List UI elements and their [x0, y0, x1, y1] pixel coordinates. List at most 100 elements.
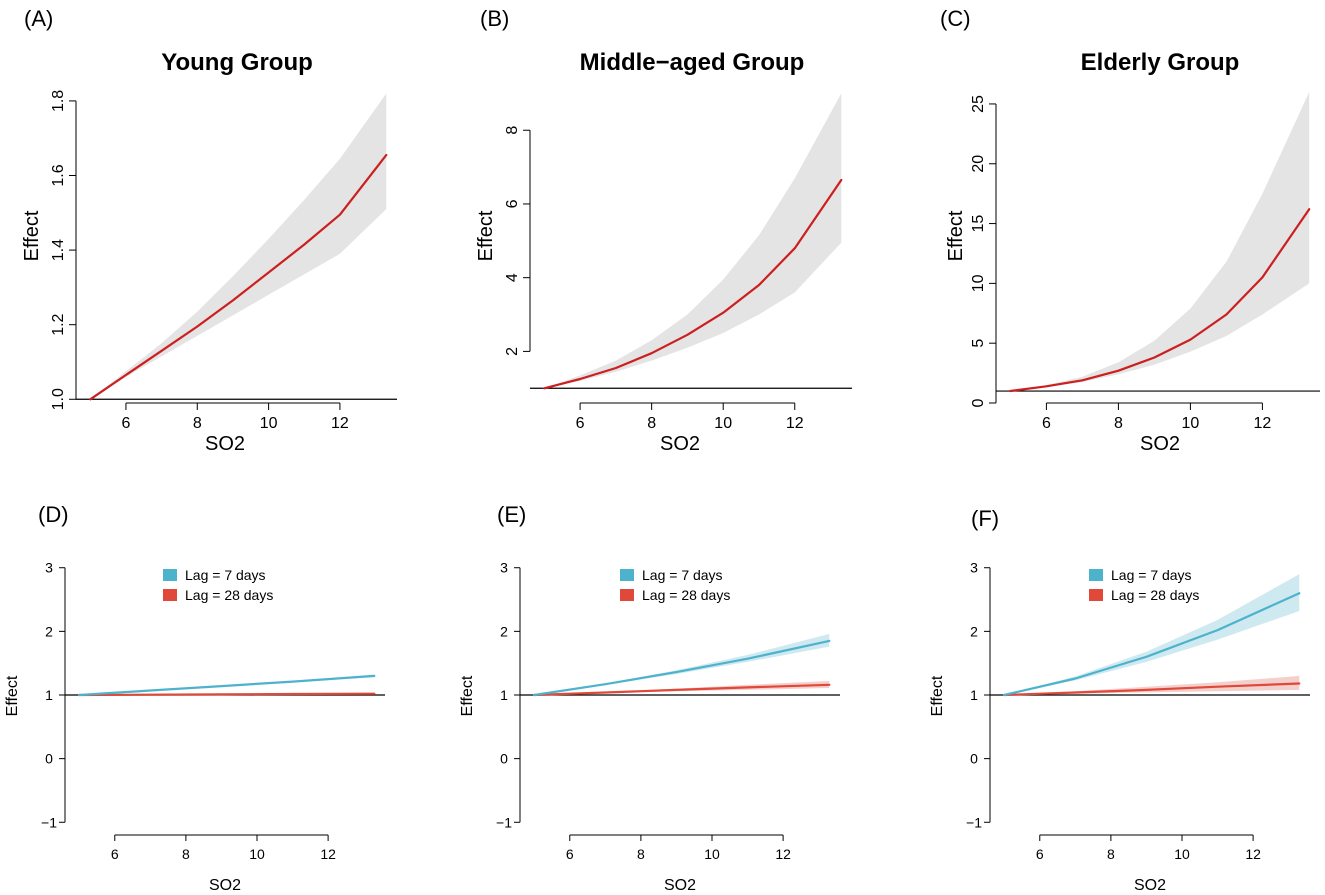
- y-tick-label: 1.0: [50, 388, 67, 410]
- y-tick-label: 1.6: [50, 164, 67, 186]
- x-tick-label: 8: [637, 846, 645, 862]
- x-tick-label: 12: [331, 415, 349, 432]
- y-tick-label: 5: [970, 339, 987, 348]
- confidence-band: [1010, 92, 1310, 391]
- y-axis-label: Effect: [945, 210, 967, 261]
- y-tick-label: 1.4: [50, 239, 67, 261]
- panel-label: (B): [480, 6, 509, 31]
- x-tick-label: 10: [704, 846, 720, 862]
- y-tick-label: 1.8: [50, 90, 67, 112]
- legend-label: Lag = 7 days: [642, 567, 723, 583]
- y-axis-label: Effect: [459, 675, 476, 716]
- x-axis-label: SO2: [209, 877, 241, 894]
- y-tick-label: 0: [45, 751, 53, 767]
- x-tick-label: 8: [1107, 846, 1115, 862]
- plot-area: 6 8 10 12 0 5 10 15 20 25: [970, 92, 1320, 432]
- plot-area: 6 8 10 12 2 4 6 8: [504, 93, 852, 432]
- x-tick-label: 10: [1174, 846, 1190, 862]
- legend-swatch: [620, 569, 634, 581]
- x-tick-label: 6: [111, 846, 119, 862]
- series-line: [533, 639, 831, 697]
- y-tick-label: 1: [45, 687, 53, 703]
- y-axis-label: Effect: [21, 210, 43, 261]
- y-tick-label: 2: [504, 347, 521, 356]
- y-tick-label: 2: [45, 623, 53, 639]
- plot-area: 6 8 10 12 1.0 1.2 1.4 1.6 1.8: [50, 90, 397, 432]
- series-line: [1003, 682, 1301, 697]
- series-line: [78, 674, 376, 697]
- x-tick-label: 12: [1254, 415, 1272, 432]
- x-tick-label: 6: [566, 846, 574, 862]
- panel-c: (C) Elderly Group SO2 Effect 6 8 10 12 0 5 10 1…: [940, 6, 1320, 455]
- x-tick-label: 6: [121, 415, 130, 432]
- x-tick-label: 8: [182, 846, 190, 862]
- panel-label: (D): [38, 502, 69, 527]
- panel-b: (B) Middle−aged Group SO2 Effect 6 8 10 12 2…: [475, 6, 852, 455]
- x-tick-label: 8: [193, 415, 202, 432]
- legend-label: Lag = 7 days: [1111, 567, 1192, 583]
- x-axis-label: SO2: [205, 433, 245, 455]
- legend-label: Lag = 7 days: [185, 567, 266, 583]
- y-tick-label: 6: [504, 199, 521, 208]
- series-line: [1003, 592, 1301, 697]
- legend-swatch: [163, 589, 177, 601]
- panel-label: (E): [497, 502, 526, 527]
- y-tick-label: 0: [500, 751, 508, 767]
- y-tick-label: 4: [504, 273, 521, 282]
- legend-label: Lag = 28 days: [642, 587, 730, 603]
- chart-title: Middle−aged Group: [580, 49, 805, 76]
- legend-swatch: [620, 589, 634, 601]
- confidence-band: [544, 93, 842, 389]
- x-tick-label: 10: [1182, 415, 1200, 432]
- y-tick-label: 25: [970, 95, 987, 113]
- y-tick-label: 0: [970, 398, 987, 407]
- x-tick-label: 6: [1036, 846, 1044, 862]
- x-tick-label: 8: [1114, 415, 1123, 432]
- y-tick-label: −1: [41, 814, 57, 830]
- y-tick-label: 15: [970, 215, 987, 233]
- y-tick-label: 1.2: [50, 313, 67, 335]
- legend: Lag = 7 days Lag = 28 days: [1089, 567, 1199, 603]
- chart-title: Elderly Group: [1081, 49, 1240, 76]
- y-tick-label: 10: [970, 274, 987, 292]
- legend-swatch: [163, 569, 177, 581]
- x-axis-label: SO2: [1140, 433, 1180, 455]
- series-line: [533, 683, 831, 697]
- y-axis-label: Effect: [475, 210, 497, 261]
- legend-swatch: [1089, 569, 1103, 581]
- x-axis-label: SO2: [664, 877, 696, 894]
- y-tick-label: 2: [500, 623, 508, 639]
- series-line: [543, 178, 843, 390]
- y-axis-label: Effect: [4, 675, 21, 716]
- panel-label: (C): [940, 6, 971, 31]
- legend: Lag = 7 days Lag = 28 days: [163, 567, 273, 603]
- legend-label: Lag = 28 days: [1111, 587, 1199, 603]
- x-tick-label: 6: [1042, 415, 1051, 432]
- y-axis-label: Effect: [929, 675, 946, 716]
- x-tick-label: 10: [714, 415, 732, 432]
- panel-label: (A): [24, 6, 53, 31]
- y-tick-label: −1: [496, 814, 512, 830]
- series-line: [89, 153, 388, 401]
- legend-label: Lag = 28 days: [185, 587, 273, 603]
- y-tick-label: 20: [970, 155, 987, 173]
- y-tick-label: 8: [504, 126, 521, 135]
- series-line: [78, 692, 376, 697]
- y-tick-label: 1: [500, 687, 508, 703]
- legend-swatch: [1089, 589, 1103, 601]
- panel-label: (F): [971, 506, 999, 531]
- panel-a: (A) Young Group SO2 Effect 6 8 10 12 1.0 1.2 1…: [21, 6, 397, 455]
- x-tick-label: 10: [260, 415, 278, 432]
- y-tick-label: 3: [45, 560, 53, 576]
- y-tick-label: 3: [500, 560, 508, 576]
- confidence-band: [90, 93, 387, 400]
- x-tick-label: 12: [320, 846, 336, 862]
- x-tick-label: 12: [1245, 846, 1261, 862]
- x-tick-label: 8: [647, 415, 656, 432]
